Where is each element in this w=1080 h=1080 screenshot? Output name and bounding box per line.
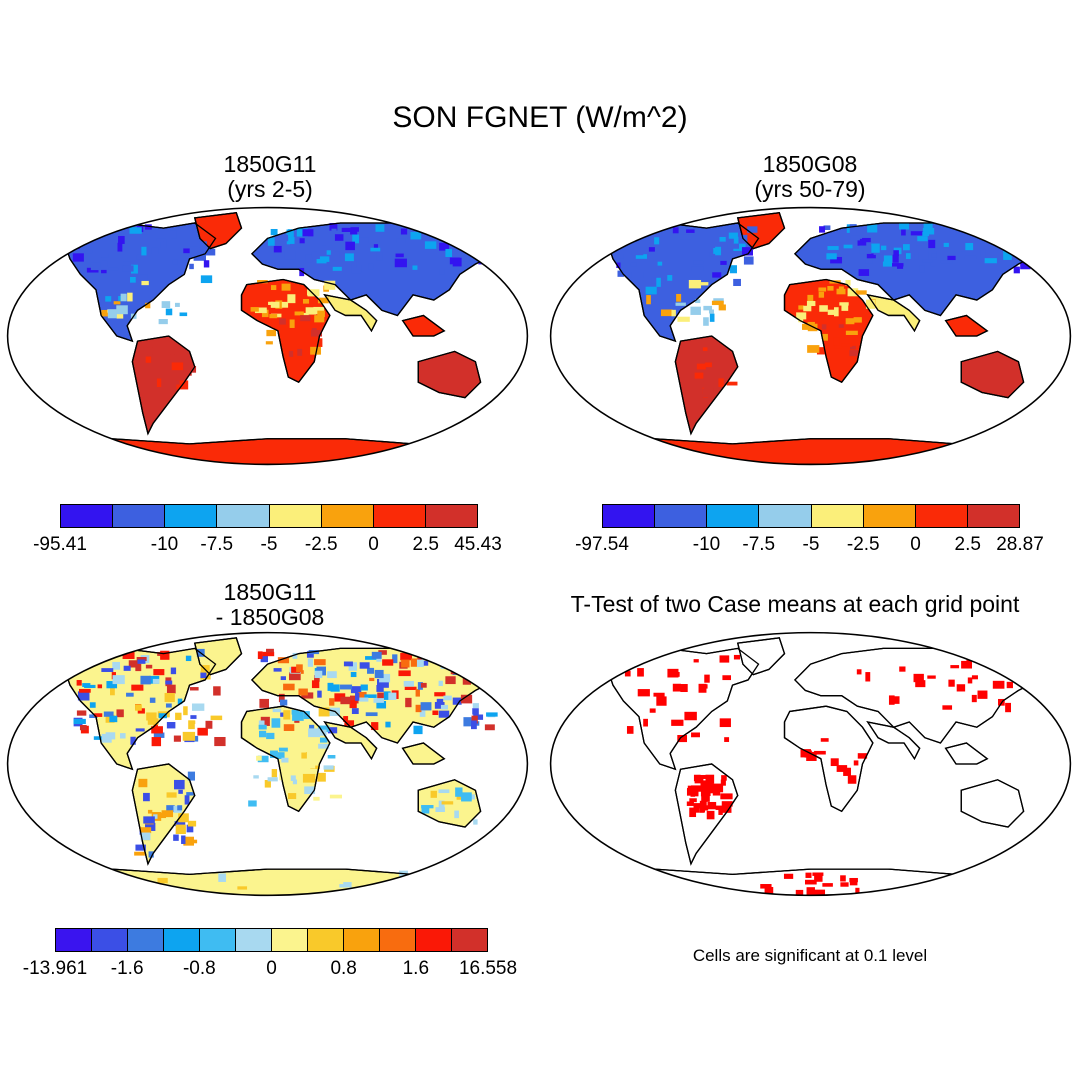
colorbar-swatch	[200, 929, 236, 951]
colorbar-swatch	[380, 929, 416, 951]
map-panel-1850g11	[6, 206, 529, 466]
colorbar-1850g08-labels: -97.54 -10 -7.5 -5 -2.5 0 2.5 28.87	[575, 534, 1044, 558]
colorbar-swatch	[863, 505, 916, 527]
panel-3-title-line2: - 1850G08	[215, 604, 325, 630]
landmass-an	[26, 438, 509, 465]
colorbar-swatch	[759, 505, 812, 527]
colorbar-swatch	[217, 505, 270, 527]
colorbar-tick-label: 45.43	[454, 534, 502, 555]
colorbar-swatch	[811, 505, 864, 527]
colorbar-swatch	[128, 929, 164, 951]
colorbar-tick-label: -10	[150, 534, 179, 555]
colorbar-swatch	[344, 929, 380, 951]
colorbar-swatch	[452, 929, 487, 951]
panel-1-title-line2: (yrs 2-5)	[227, 176, 313, 202]
colorbar-difference-labels: -13.961 -1.6 -0.8 0 0.8 1.6 16.558	[23, 958, 517, 982]
colorbar-difference	[55, 928, 488, 952]
colorbar-tick-label: 1.6	[402, 958, 430, 979]
colorbar-tick-label: -10	[692, 534, 721, 555]
colorbar-tick-label: 0	[368, 534, 379, 555]
main-title: SON FGNET (W/m^2)	[392, 101, 688, 134]
colorbar-swatch	[915, 505, 968, 527]
colorbar-swatch	[707, 505, 760, 527]
colorbar-tick-label: -97.54	[575, 534, 629, 555]
panel-2-title: 1850G08 (yrs 50-79)	[680, 152, 940, 202]
panel-3-title-line1: 1850G11	[223, 579, 317, 605]
colorbar-swatch	[321, 505, 374, 527]
colorbar-tick-label: -13.961	[22, 958, 88, 979]
colorbar-tick-label: 0	[910, 534, 921, 555]
panel-1-title: 1850G11 (yrs 2-5)	[140, 152, 400, 202]
panel-2-title-line2: (yrs 50-79)	[754, 176, 866, 202]
colorbar-tick-label: 16.558	[458, 958, 518, 979]
colorbar-1850g11-labels: -95.41 -10 -7.5 -5 -2.5 0 2.5 45.43	[33, 534, 502, 558]
panel-2-title-line1: 1850G08	[762, 151, 858, 177]
colorbar-tick-label: 2.5	[954, 534, 981, 555]
colorbar-tick-label: -5	[260, 534, 278, 555]
colorbar-swatch	[61, 505, 114, 527]
colorbar-1850g08	[602, 504, 1020, 528]
colorbar-swatch	[269, 505, 322, 527]
map-panel-ttest	[549, 631, 1072, 897]
colorbar-tick-label: -7.5	[742, 534, 776, 555]
colorbar-swatch	[272, 929, 308, 951]
colorbar-1850g11	[60, 504, 478, 528]
colorbar-tick-label: 0.8	[330, 958, 357, 979]
colorbar-tick-label: -7.5	[200, 534, 234, 555]
panel-1-title-line1: 1850G11	[223, 151, 317, 177]
colorbar-tick-label: -2.5	[304, 534, 338, 555]
colorbar-tick-label: -0.8	[182, 958, 216, 979]
significance-note: Cells are significant at 0.1 level	[692, 946, 928, 965]
colorbar-swatch	[165, 505, 218, 527]
map-panel-difference	[6, 631, 529, 897]
colorbar-swatch	[164, 929, 200, 951]
colorbar-swatch	[416, 929, 452, 951]
colorbar-tick-label: -1.6	[110, 958, 144, 979]
colorbar-tick-label: 0	[266, 958, 277, 979]
map-panel-1850g08	[549, 206, 1072, 466]
colorbar-swatch	[113, 505, 166, 527]
colorbar-swatch	[655, 505, 708, 527]
colorbar-swatch	[967, 505, 1019, 527]
colorbar-swatch	[603, 505, 656, 527]
colorbar-swatch	[373, 505, 426, 527]
panel-4-title: T-Test of two Case means at each grid po…	[570, 591, 1020, 617]
landmass-an	[26, 868, 509, 896]
colorbar-tick-label: -5	[802, 534, 820, 555]
colorbar-tick-label: 2.5	[412, 534, 439, 555]
panel-3-title: 1850G11 - 1850G08	[140, 580, 400, 630]
landmass-an	[569, 438, 1052, 465]
colorbar-tick-label: -95.41	[33, 534, 87, 555]
colorbar-swatch	[56, 929, 92, 951]
colorbar-swatch	[425, 505, 477, 527]
colorbar-tick-label: -2.5	[846, 534, 880, 555]
colorbar-swatch	[308, 929, 344, 951]
colorbar-swatch	[92, 929, 128, 951]
colorbar-swatch	[236, 929, 272, 951]
colorbar-tick-label: 28.87	[996, 534, 1044, 555]
